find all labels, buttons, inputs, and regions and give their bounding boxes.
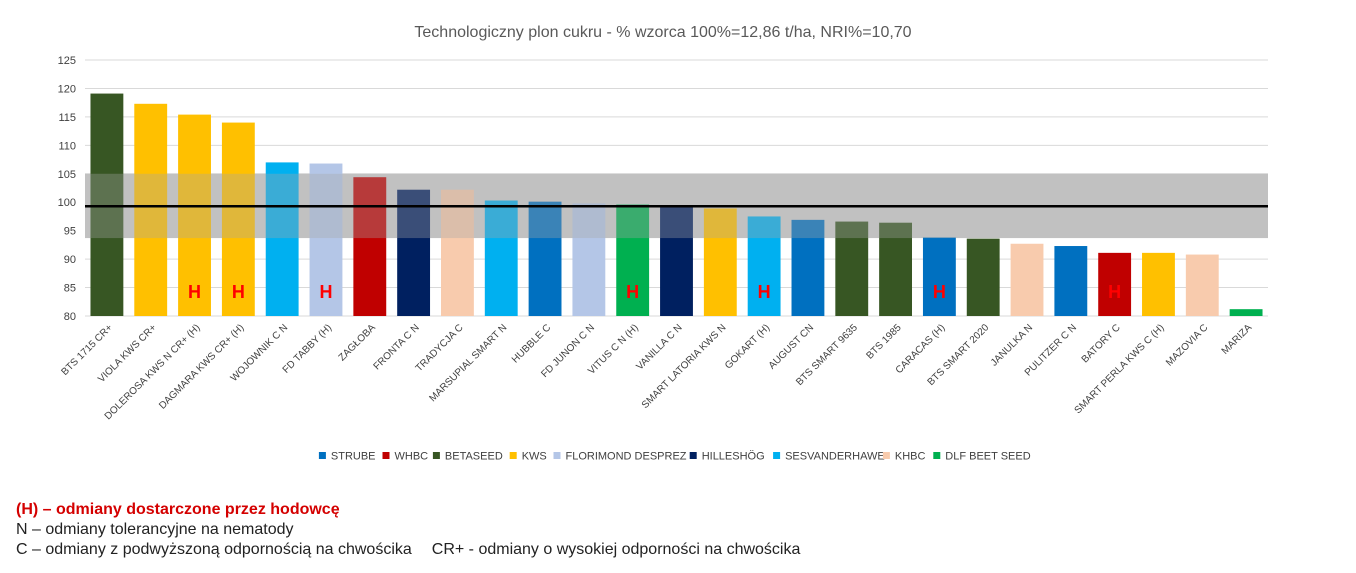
bar (221, 122, 255, 316)
bar (660, 206, 693, 316)
h-mark: H (1108, 282, 1121, 302)
bar (1229, 309, 1263, 316)
h-mark: H (626, 282, 639, 302)
x-axis-labels: BTS 1715 CR+VIOLA KWS CR+DOLEROSA KWS N … (59, 322, 1254, 422)
bar (1054, 246, 1088, 316)
legend-swatch (773, 452, 781, 459)
h-mark: H (188, 282, 201, 302)
legend-label: STRUBE (331, 451, 376, 463)
legend-swatch (382, 452, 390, 459)
x-tick-label: SMART LATORIA KWS N (640, 322, 729, 411)
y-tick-label: 80 (64, 311, 76, 323)
legend-item: KWS (509, 451, 547, 463)
y-tick-label: 125 (58, 55, 76, 67)
legend-swatch (318, 452, 326, 459)
x-tick-label: ZAGŁOBA (337, 322, 378, 363)
legend-item: SESVANDERHAWE (773, 451, 885, 463)
note-c: C – odmiany z podwyższoną odpornością na… (16, 541, 412, 558)
legend-swatch (432, 452, 440, 459)
legend: STRUBE WHBC BETASEED KWS FLORIMOND DESPREZ HI… (318, 451, 1031, 463)
bar (922, 237, 956, 316)
legend-item: BETASEED (432, 451, 503, 463)
x-tick-label: MARIZA (1220, 322, 1255, 357)
legend-label: HILLESHÖG (702, 451, 765, 463)
bar (265, 162, 299, 316)
y-tick-label: 115 (58, 112, 76, 124)
legend-item: DLF BEET SEED (933, 451, 1031, 463)
legend-swatch (553, 452, 561, 459)
bar (966, 238, 1000, 316)
bar (440, 189, 474, 316)
legend-label: KHBC (895, 451, 926, 463)
legend-swatch (882, 452, 890, 459)
chart: Technologiczny plon cukru - % wzorca 100… (58, 24, 1268, 463)
y-tick-label: 95 (64, 226, 76, 238)
footnotes: (H) – odmiany dostarczone przez hodowcę … (16, 500, 800, 560)
note-cr: CR+ - odmiany o wysokiej odporności na c… (431, 541, 801, 558)
bar (484, 200, 518, 316)
legend-swatch (689, 452, 697, 459)
y-tick-label: 100 (58, 197, 76, 209)
bar (835, 221, 869, 316)
bar (1185, 254, 1219, 316)
y-tick-label: 105 (58, 169, 76, 181)
x-tick-label: HUBBLE C (510, 322, 553, 365)
legend-label: DLF BEET SEED (945, 451, 1030, 463)
h-mark: H (319, 282, 332, 302)
y-tick-label: 85 (64, 283, 76, 295)
y-tick-label: 90 (64, 254, 76, 266)
bar (309, 163, 343, 316)
h-mark: H (232, 282, 245, 302)
x-tick-label: BTS 1985 (864, 322, 904, 362)
x-tick-label: SMART PERLA KWS C (H) (1073, 322, 1167, 416)
bar (1098, 252, 1132, 316)
bar (747, 216, 781, 316)
note-c-line: C – odmiany z podwyższoną odpornością na… (16, 540, 800, 560)
legend-item: WHBC (382, 451, 429, 463)
x-tick-label: MAZOVIA C (1164, 322, 1210, 368)
chart-title: Technologiczny plon cukru - % wzorca 100… (414, 24, 911, 41)
legend-swatch (933, 452, 941, 459)
note-n: N – odmiany tolerancyjne na nematody (16, 521, 294, 538)
bar (397, 189, 431, 316)
bar (791, 219, 825, 316)
x-tick-label: JANULKA N (989, 322, 1035, 368)
legend-label: WHBC (395, 451, 429, 463)
x-tick-label: MARSUPIAL SMART N (427, 322, 509, 404)
bar (1010, 243, 1044, 316)
legend-swatch (509, 452, 517, 459)
bar (353, 177, 387, 316)
y-tick-label: 110 (58, 140, 76, 152)
bar (178, 114, 211, 316)
legend-item: HILLESHÖG (689, 451, 765, 463)
h-mark: H (758, 282, 771, 302)
bar (703, 208, 737, 316)
bar (1142, 252, 1175, 316)
legend-item: STRUBE (318, 451, 376, 463)
bar (616, 204, 650, 316)
x-tick-label: DAGMARA KWS CR+ (H) (157, 322, 246, 411)
legend-item: KHBC (882, 451, 926, 463)
note-h-breeder: (H) – odmiany dostarczone przez hodowcę (16, 501, 340, 518)
h-mark: H (933, 282, 946, 302)
y-axis-ticks: 80 85 90 95 100 105 110 115 120 125 (58, 55, 76, 323)
bar (134, 103, 168, 316)
legend-label: SESVANDERHAWE (785, 451, 885, 463)
legend-label: FLORIMOND DESPREZ (566, 451, 687, 463)
bar (90, 93, 124, 316)
bars (90, 93, 1263, 316)
x-tick-label: AUGUST CN (767, 322, 816, 371)
x-tick-label: BATORY C (1080, 322, 1123, 365)
legend-label: KWS (522, 451, 547, 463)
bar (879, 222, 913, 316)
y-tick-label: 120 (58, 83, 76, 95)
legend-label: BETASEED (445, 451, 503, 463)
legend-item: FLORIMOND DESPREZ (553, 451, 687, 463)
bar (528, 201, 562, 316)
bar (572, 203, 606, 316)
x-tick-label: GOKART (H) (723, 322, 772, 371)
